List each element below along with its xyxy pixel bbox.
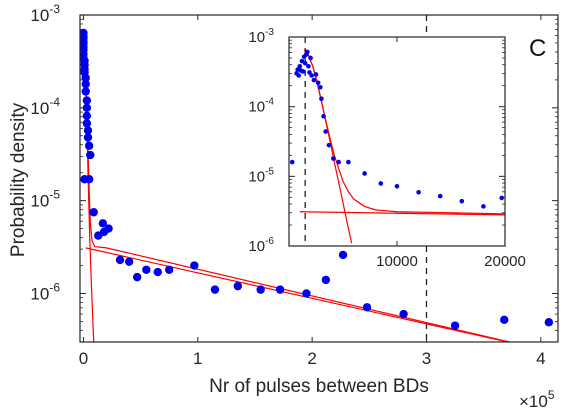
y-axis-label: Probability density <box>8 102 29 257</box>
main-data-point <box>338 250 348 260</box>
inset-data-point <box>481 204 486 209</box>
main-data-point <box>84 175 94 184</box>
main-data-point <box>165 265 174 274</box>
main-x-tick-label: 4 <box>536 349 545 368</box>
main-data-point <box>544 318 554 327</box>
inset-y-tick-label: 10-6 <box>248 236 274 255</box>
panel-label: C <box>529 35 546 62</box>
main-data-point <box>500 315 509 325</box>
main-data-point <box>84 141 94 150</box>
main-data-point <box>86 150 95 160</box>
main-y-tick-label: 10-5 <box>30 188 60 211</box>
main-data-point <box>210 285 220 294</box>
inset-plot-area <box>289 37 505 246</box>
main-data-point <box>256 285 265 294</box>
inset-plot-content <box>289 37 505 246</box>
main-data-point <box>302 289 311 298</box>
inset-data-point <box>311 77 317 83</box>
inset-data-point <box>326 142 332 148</box>
main-y-tick-label: 10-6 <box>30 280 60 303</box>
main-y-tick-label: 10-3 <box>30 2 60 25</box>
main-x-tick-label: 1 <box>193 349 202 368</box>
main-data-point <box>83 133 93 142</box>
inset-data-point <box>308 55 313 61</box>
inset-fit-line-3 <box>299 211 505 216</box>
main-fit-line-3 <box>85 247 511 342</box>
inset-data-point <box>323 129 329 134</box>
inset-plot: 10000 20000 10-6 10-5 10-4 10-3 <box>248 27 525 270</box>
inset-data-point <box>362 171 367 176</box>
main-data-point <box>82 111 92 121</box>
main-data-point <box>399 309 408 319</box>
main-ticks: 0 1 2 3 4 10-6 10-5 10-4 10-3 <box>30 2 558 368</box>
inset-data-point <box>330 156 336 161</box>
inset-data-point <box>300 69 306 74</box>
main-plot-frame <box>79 14 559 343</box>
inset-data-point <box>297 63 303 69</box>
main-data-point <box>142 265 151 274</box>
main-series-group <box>80 15 554 342</box>
main-x-tick-label: 2 <box>307 349 316 368</box>
main-data-point <box>362 303 372 312</box>
inset-data-point <box>313 72 319 77</box>
inset-y-tick-label: 10-3 <box>248 27 274 46</box>
main-data-point <box>81 79 90 89</box>
main-data-point <box>124 257 134 266</box>
inset-series-group <box>289 37 505 246</box>
inset-data-point <box>296 73 302 78</box>
inset-data-point <box>394 183 400 189</box>
main-data-point <box>81 87 90 96</box>
inset-x-tick-label: 20000 <box>484 253 526 270</box>
main-data-point <box>233 281 243 291</box>
x-multiplier-label: ×105 <box>519 388 555 411</box>
main-data-point <box>82 96 92 105</box>
inset-data-point <box>336 159 341 165</box>
main-x-tick-label: 0 <box>79 349 88 368</box>
main-plot-content <box>80 15 554 342</box>
main-data-point <box>104 224 113 233</box>
inset-data-point <box>302 60 308 66</box>
main-data-point <box>153 267 162 277</box>
inset-data-point <box>459 198 465 204</box>
inset-data-point <box>499 195 505 201</box>
inset-data-point <box>305 49 310 55</box>
inset-x-tick-label: 10000 <box>376 253 418 270</box>
inset-data-point <box>318 84 323 90</box>
inset-y-tick-label: 10-5 <box>248 166 274 185</box>
inset-data-point <box>309 73 314 78</box>
main-x-tick-label: 3 <box>422 349 431 368</box>
inset-data-point <box>437 193 443 199</box>
main-data-point <box>115 255 125 265</box>
inset-data-point <box>416 190 421 195</box>
inset-data-point <box>346 159 351 165</box>
inset-data-point <box>306 63 311 69</box>
main-data-point <box>98 219 108 228</box>
inset-data-point <box>378 181 384 186</box>
inset-ticks: 10000 20000 10-6 10-5 10-4 10-3 <box>248 27 525 270</box>
main-data-point <box>82 103 92 113</box>
main-data-point <box>83 126 93 135</box>
main-data-point <box>82 119 92 128</box>
main-data-point <box>450 321 460 330</box>
main-data-point <box>89 208 98 217</box>
main-data-point <box>321 275 331 285</box>
inset-data-point <box>319 96 324 102</box>
main-data-point <box>81 73 90 83</box>
main-y-tick-label: 10-4 <box>30 95 60 118</box>
x-multiplier-exponent: 5 <box>548 388 555 402</box>
inset-y-tick-label: 10-4 <box>248 97 274 116</box>
main-data-point <box>132 272 142 282</box>
main-data-point <box>190 261 199 270</box>
x-axis-label: Nr of pulses between BDs <box>209 376 429 397</box>
inset-data-point <box>289 159 295 165</box>
x-multiplier-base: ×10 <box>519 392 548 411</box>
inset-data-point <box>321 113 326 119</box>
inset-data-point <box>315 80 321 86</box>
main-data-point <box>275 285 285 294</box>
